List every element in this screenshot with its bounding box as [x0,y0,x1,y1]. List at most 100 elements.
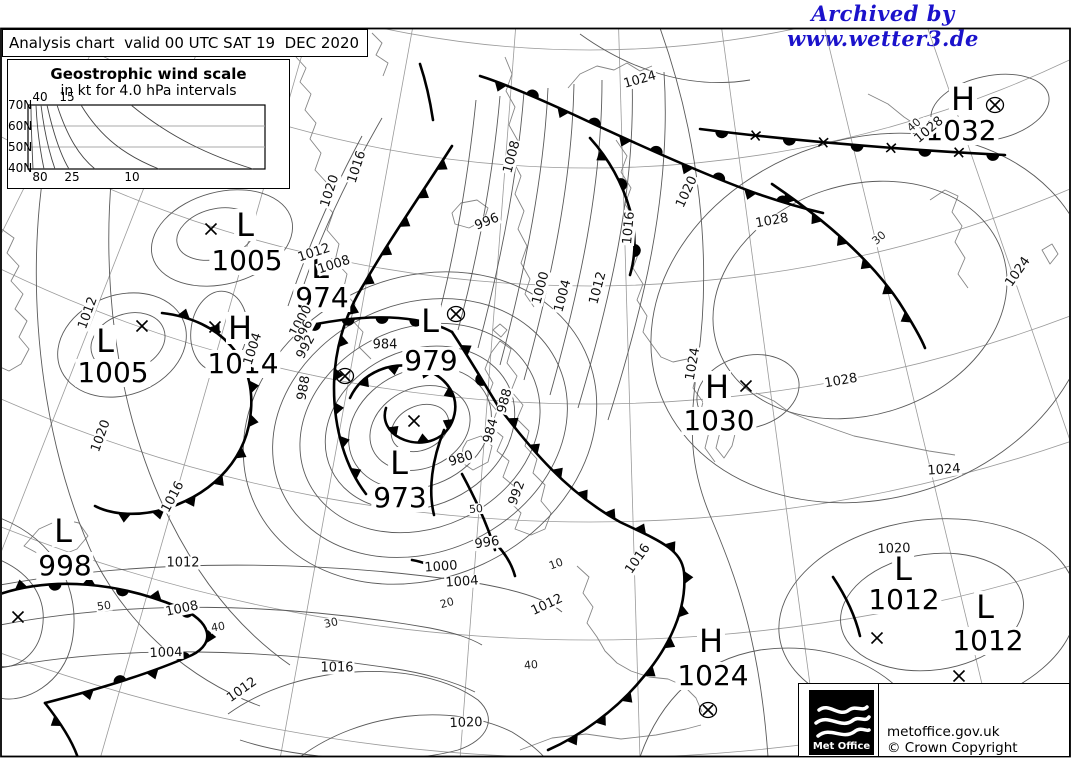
isobar-label: 1000 [423,558,459,576]
scale-tick-15: 15 [59,90,75,104]
low-center-letter: L [52,512,74,550]
pressure-value: 1024 [675,659,751,692]
warm-front-semicircle [588,117,601,127]
cold-front-triangle [436,159,448,170]
cold-front-triangle [82,575,96,586]
archived-banner: Archived by www.wetter3.de [787,1,979,51]
warm-front-semicircle [48,583,62,591]
metoffice-waves-icon [814,705,871,738]
low-center-letter: L [388,444,410,482]
warm-front-semicircle [850,144,864,152]
high-center-letter: H [696,622,726,660]
warm-front-semicircle [633,244,641,257]
cold-front-triangle [595,714,606,726]
cross-marker [739,379,753,393]
graticule-label: 40 [209,619,227,635]
cold-front-triangle [664,541,676,553]
warm-front-semicircle [650,145,663,155]
warm-front-semicircle [617,178,628,191]
cold-front-triangle [744,189,757,200]
cold-front-triangle [235,446,247,459]
cold-front-triangle [619,135,631,147]
cold-front-triangle [387,425,399,437]
circled-cross-marker [335,367,355,385]
metoffice-logo: Met Office [809,690,874,755]
cross-marker [135,319,149,333]
cold-front-triangle [50,715,62,726]
scale-tick-25: 25 [64,170,80,184]
low-center-letter: L [94,322,116,360]
pressure-value: 1012 [950,624,1026,657]
cross-marker [407,414,421,428]
cold-front-triangle [664,636,676,649]
cross-marker [952,669,966,683]
front-symbols [14,80,1000,746]
warm-front-semicircle [116,588,129,597]
cold-front-triangle [860,258,872,270]
cold-front-triangle [551,467,563,479]
cold-front-triangle [460,344,472,356]
isobar-label: 1012 [165,555,201,571]
cold-front-triangle [528,443,540,455]
warm-front-semicircle [712,172,726,182]
pressure-value: 1005 [75,356,151,389]
low-center-letter: L [419,302,441,340]
branding-divider [878,684,879,756]
cold-front-triangle [443,386,455,398]
cold-front-triangle [381,244,393,256]
graticule-label: 50 [467,501,485,517]
isobar-label: 1004 [444,573,480,591]
cold-front-triangle [146,668,159,680]
cold-front-triangle [566,734,578,746]
cold-front-triangle [184,495,196,507]
cold-front-triangle [684,571,694,585]
high-center-letter: H [702,368,732,406]
wind-scale-subtitle: in kt for 4.0 hPa intervals [60,83,237,99]
cross-marker [11,610,25,624]
cold-front-triangle [784,192,796,204]
cold-front-triangle [348,303,359,315]
cold-front-triangle [494,80,507,92]
warm-front-semicircle [375,317,389,324]
cold-front-triangle [339,435,350,449]
low-center-letter: L [234,206,256,244]
isobar-label: 1020 [876,540,912,558]
pressure-value: 979 [402,344,460,377]
cold-front-triangle [644,665,656,677]
circled-cross-marker [698,701,718,719]
cross-marker [204,222,218,236]
cross-marker [870,631,884,645]
cold-front-triangle [249,380,260,394]
warm-front-semicircle [341,318,355,326]
pressure-value: 1030 [681,404,757,437]
cold-front-triangle [882,283,894,295]
isobar-label: 984 [371,337,399,353]
wind-scale-title: Geostrophic wind scale [50,65,247,83]
cold-front-triangle [334,402,344,416]
graticule-label: 30 [322,615,340,631]
cold-front-triangle [634,523,647,535]
frontolysis-cross [885,142,897,154]
warm-front-semicircle [526,89,539,99]
isobar-label: 1004 [148,644,184,662]
cold-front-triangle [811,213,823,225]
pressure-value: 998 [36,549,94,582]
scale-tick-80: 80 [32,170,48,184]
isobar-label: 1024 [926,461,962,479]
cold-front-triangle [248,414,259,428]
scale-tick-40: 40 [32,90,48,104]
isobar-label: 1016 [620,209,638,247]
cold-front-triangle [416,433,430,443]
cold-front-triangle [678,604,689,618]
cold-front-triangle [117,513,131,523]
cold-front-triangle [836,234,848,246]
cold-front-triangle [417,187,429,199]
metoffice-logo-label: Met Office [812,741,871,752]
cold-front-triangle [399,215,411,227]
warm-front-semicircle [986,153,1000,161]
chart-title: Analysis chart valid 00 UTC SAT 19 DEC 2… [9,34,360,52]
wind-scale-diagram [27,104,266,170]
metoffice-branding: Met Office metoffice.gov.uk © Crown Copy… [798,683,1070,757]
